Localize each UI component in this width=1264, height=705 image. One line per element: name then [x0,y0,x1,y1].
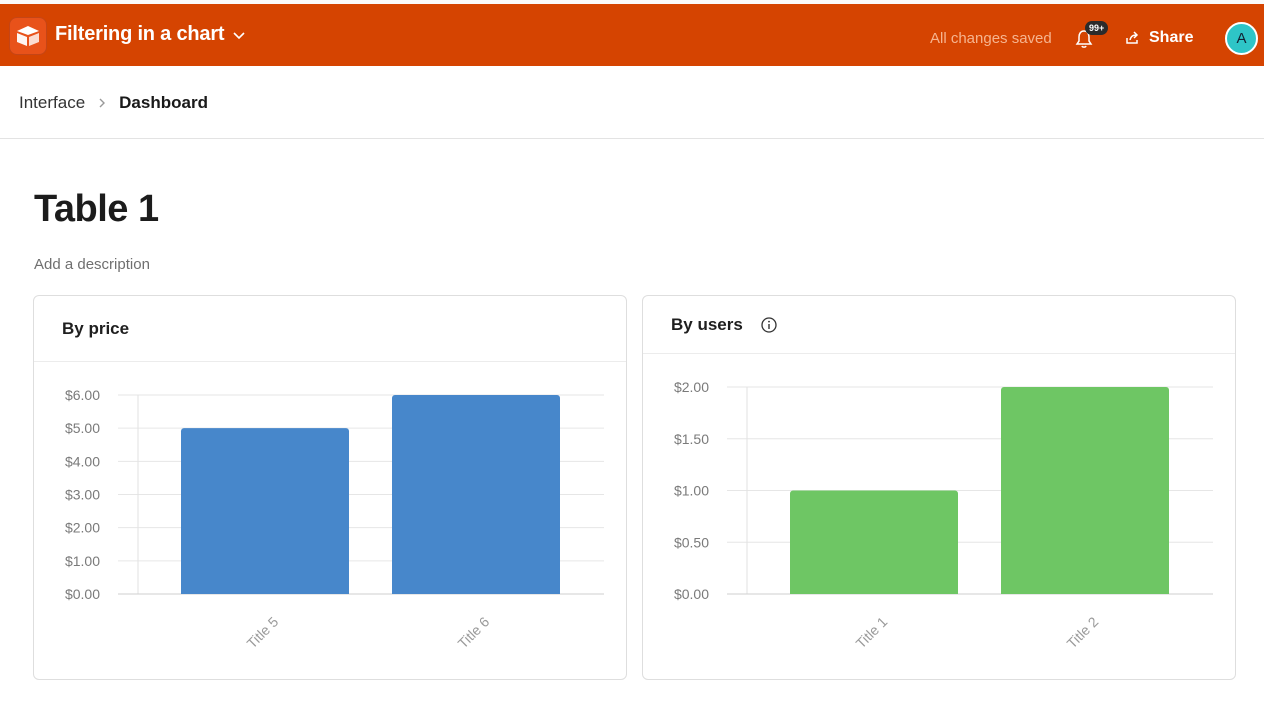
y-tick-label: $3.00 [65,487,100,503]
breadcrumb: Interface Dashboard [19,93,208,113]
y-tick-label: $1.00 [65,553,100,569]
header-divider [0,138,1264,139]
x-tick-label: Title 1 [853,613,891,651]
y-tick-label: $6.00 [65,387,100,403]
app-title-dropdown[interactable]: Filtering in a chart [55,23,246,46]
description-field[interactable]: Add a description [34,256,150,273]
app-title: Filtering in a chart [55,23,225,45]
share-icon [1126,31,1139,44]
chevron-down-icon [233,31,245,39]
bar-base [181,590,349,594]
info-icon[interactable] [761,316,777,333]
top-bar: Filtering in a chart All changes saved 9… [0,4,1264,66]
page-title[interactable]: Table 1 [34,188,159,230]
bar-base [392,590,560,594]
y-tick-label: $1.00 [674,483,709,499]
avatar[interactable]: A [1225,22,1258,55]
y-tick-label: $5.00 [65,420,100,436]
chart-by-price: $0.00 $1.00 $2.00 $3.00 $4.00 $5.00 $6.00 Title… [65,387,604,651]
app-logo-icon[interactable] [9,17,47,55]
bar-base [1001,590,1169,594]
x-tick-label: Title 2 [1064,613,1102,651]
chart-by-users: $0.00 $0.50 $1.00 $1.50 $2.00 Title 1 Title 2 [674,379,1213,651]
y-tick-label: $4.00 [65,453,100,469]
y-tick-label: $0.00 [674,586,709,602]
bar-title-6[interactable] [392,395,560,594]
bar-title-5[interactable] [181,428,349,594]
chart-title: By users [671,314,743,334]
y-tick-label: $2.00 [674,379,709,395]
share-button[interactable]: Share [1124,29,1193,47]
breadcrumb-dashboard[interactable]: Dashboard [119,93,208,112]
window-top-strip [0,0,1264,4]
breadcrumb-interface[interactable]: Interface [19,93,86,112]
chart-card-header: By price [34,296,626,362]
save-status: All changes saved [930,30,1052,47]
bar-title-2[interactable] [1001,387,1169,594]
x-tick-label: Title 5 [244,613,282,651]
notification-count-badge: 99+ [1085,21,1109,35]
chevron-right-icon [99,98,106,108]
y-tick-label: $0.00 [65,586,100,602]
y-tick-label: $0.50 [674,534,709,550]
y-tick-label: $2.00 [65,520,100,536]
bar-title-1[interactable] [790,490,958,595]
chart-title: By price [62,318,130,338]
share-label: Share [1149,29,1194,46]
chart-card-header: By users [643,296,1235,354]
bar-base [790,590,958,594]
x-tick-label: Title 6 [455,613,493,651]
chart-card-by-price[interactable]: By price $0.00 $1.00 $2.00 $3.00 $4.00 $5.00 $… [33,295,627,680]
chart-card-by-users[interactable]: By users $0.00 $0.50 $1.00 $1.50 $2.00 Title … [642,295,1236,680]
y-tick-label: $1.50 [674,431,709,447]
